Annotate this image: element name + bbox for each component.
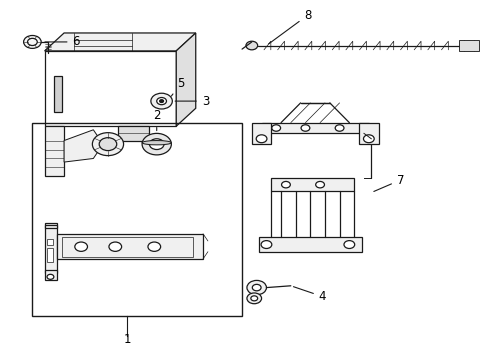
- Bar: [57, 234, 203, 259]
- Bar: [47, 239, 53, 244]
- Circle shape: [271, 125, 280, 131]
- Bar: [44, 51, 176, 126]
- Polygon shape: [44, 33, 195, 51]
- Circle shape: [142, 134, 171, 155]
- Bar: [271, 178, 353, 191]
- Circle shape: [334, 125, 343, 131]
- Bar: [44, 270, 57, 280]
- Text: 5: 5: [171, 77, 184, 96]
- Circle shape: [246, 293, 261, 304]
- Bar: [44, 225, 57, 228]
- Circle shape: [109, 242, 122, 251]
- Text: 3: 3: [175, 95, 209, 108]
- Circle shape: [92, 133, 123, 156]
- Bar: [261, 123, 368, 134]
- Bar: [32, 123, 242, 316]
- Bar: [54, 76, 61, 112]
- Bar: [118, 126, 149, 140]
- Bar: [259, 237, 361, 252]
- Text: 2: 2: [153, 109, 160, 131]
- Circle shape: [159, 100, 163, 103]
- Circle shape: [47, 274, 54, 279]
- Circle shape: [157, 98, 166, 105]
- Circle shape: [23, 36, 41, 48]
- Text: 4: 4: [293, 287, 325, 303]
- Circle shape: [252, 284, 261, 291]
- Circle shape: [27, 39, 37, 45]
- Circle shape: [281, 181, 290, 188]
- Bar: [358, 123, 378, 144]
- Ellipse shape: [142, 140, 171, 145]
- Bar: [44, 223, 57, 273]
- Polygon shape: [458, 40, 478, 51]
- Circle shape: [246, 280, 266, 295]
- Polygon shape: [64, 130, 103, 162]
- Circle shape: [315, 181, 324, 188]
- Polygon shape: [176, 33, 195, 126]
- Text: 6: 6: [45, 35, 80, 49]
- Bar: [251, 123, 271, 144]
- Circle shape: [99, 138, 117, 150]
- Circle shape: [256, 135, 266, 143]
- Bar: [61, 237, 193, 257]
- Circle shape: [343, 240, 354, 248]
- Bar: [44, 126, 64, 176]
- Circle shape: [250, 296, 257, 301]
- Circle shape: [301, 125, 309, 131]
- Circle shape: [75, 242, 87, 251]
- Text: 8: 8: [268, 9, 311, 44]
- Circle shape: [245, 41, 257, 50]
- Circle shape: [261, 240, 271, 248]
- Circle shape: [151, 93, 172, 109]
- Circle shape: [149, 139, 163, 149]
- Circle shape: [363, 135, 373, 143]
- Text: 1: 1: [123, 333, 131, 346]
- Text: 7: 7: [373, 174, 404, 192]
- Circle shape: [148, 242, 160, 251]
- Bar: [47, 248, 53, 262]
